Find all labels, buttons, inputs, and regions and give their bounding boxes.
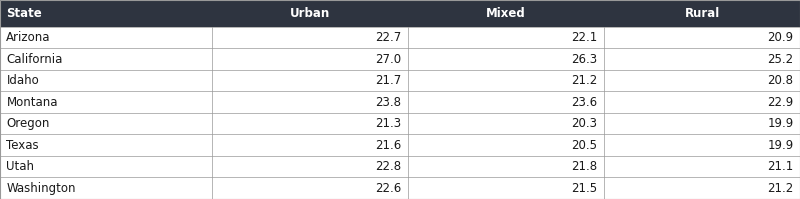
Text: 20.8: 20.8 <box>768 74 794 87</box>
Text: 21.3: 21.3 <box>375 117 402 130</box>
Text: 22.7: 22.7 <box>375 31 402 44</box>
Text: Idaho: Idaho <box>6 74 39 87</box>
Text: Oregon: Oregon <box>6 117 50 130</box>
Text: 25.2: 25.2 <box>767 53 794 66</box>
Text: 20.9: 20.9 <box>767 31 794 44</box>
Text: 21.6: 21.6 <box>375 139 402 152</box>
Text: 23.6: 23.6 <box>571 96 598 109</box>
Text: Arizona: Arizona <box>6 31 51 44</box>
Text: 23.8: 23.8 <box>376 96 402 109</box>
Text: 21.2: 21.2 <box>767 182 794 195</box>
Text: 22.9: 22.9 <box>767 96 794 109</box>
Text: 21.5: 21.5 <box>571 182 598 195</box>
Text: 21.1: 21.1 <box>767 160 794 173</box>
Text: Mixed: Mixed <box>486 7 526 20</box>
Text: 22.8: 22.8 <box>375 160 402 173</box>
Text: State: State <box>6 7 42 20</box>
Text: 20.5: 20.5 <box>571 139 598 152</box>
Text: 20.3: 20.3 <box>571 117 598 130</box>
Text: Utah: Utah <box>6 160 34 173</box>
Bar <box>0 27 800 199</box>
Text: 19.9: 19.9 <box>767 139 794 152</box>
Text: Rural: Rural <box>684 7 720 20</box>
Text: 19.9: 19.9 <box>767 117 794 130</box>
Bar <box>0 0 800 27</box>
Text: 27.0: 27.0 <box>375 53 402 66</box>
Text: 22.1: 22.1 <box>571 31 598 44</box>
Text: 21.2: 21.2 <box>571 74 598 87</box>
Text: Montana: Montana <box>6 96 58 109</box>
Text: 21.8: 21.8 <box>571 160 598 173</box>
Text: 21.7: 21.7 <box>375 74 402 87</box>
Text: California: California <box>6 53 62 66</box>
Text: Washington: Washington <box>6 182 76 195</box>
Text: 26.3: 26.3 <box>571 53 598 66</box>
Text: Urban: Urban <box>290 7 330 20</box>
Text: 22.6: 22.6 <box>375 182 402 195</box>
Text: Texas: Texas <box>6 139 39 152</box>
